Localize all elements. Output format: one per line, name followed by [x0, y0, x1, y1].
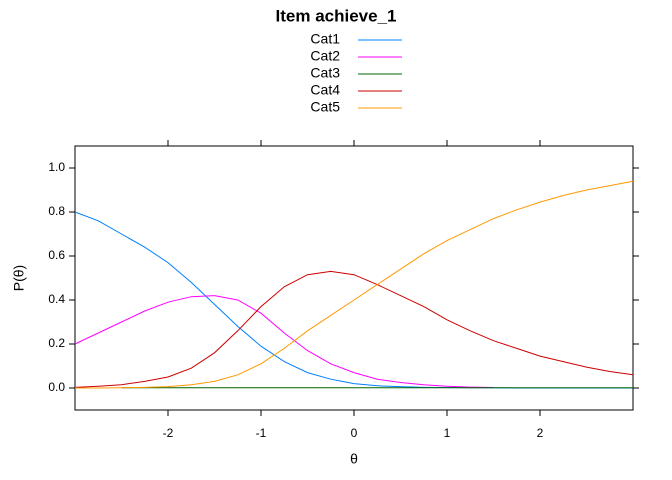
y-tick-label: 1.0 — [48, 160, 65, 174]
y-tick-label: 0.4 — [48, 292, 65, 306]
x-tick-label: 2 — [537, 426, 544, 440]
x-tick-label: 1 — [444, 426, 451, 440]
chart-title: Item achieve_1 — [276, 6, 397, 25]
y-tick-label: 0.2 — [48, 336, 65, 350]
legend-label: Cat2 — [310, 48, 340, 64]
y-axis-label: P(θ) — [11, 265, 27, 291]
legend-label: Cat5 — [310, 99, 340, 115]
y-tick-label: 0.8 — [48, 204, 65, 218]
y-tick-label: 0.6 — [48, 248, 65, 262]
series-line — [74, 270, 634, 388]
x-tick-label: -1 — [256, 426, 267, 440]
x-tick-label: 0 — [351, 426, 358, 440]
legend-label: Cat4 — [310, 82, 340, 98]
legend-label: Cat3 — [310, 65, 340, 81]
y-tick-label: 0.0 — [48, 380, 65, 394]
series-line — [74, 295, 494, 389]
x-axis-label: θ — [350, 451, 358, 467]
legend-label: Cat1 — [310, 31, 340, 47]
x-tick-label: -2 — [163, 426, 174, 440]
series-line — [75, 180, 634, 389]
plot-frame — [74, 145, 634, 411]
